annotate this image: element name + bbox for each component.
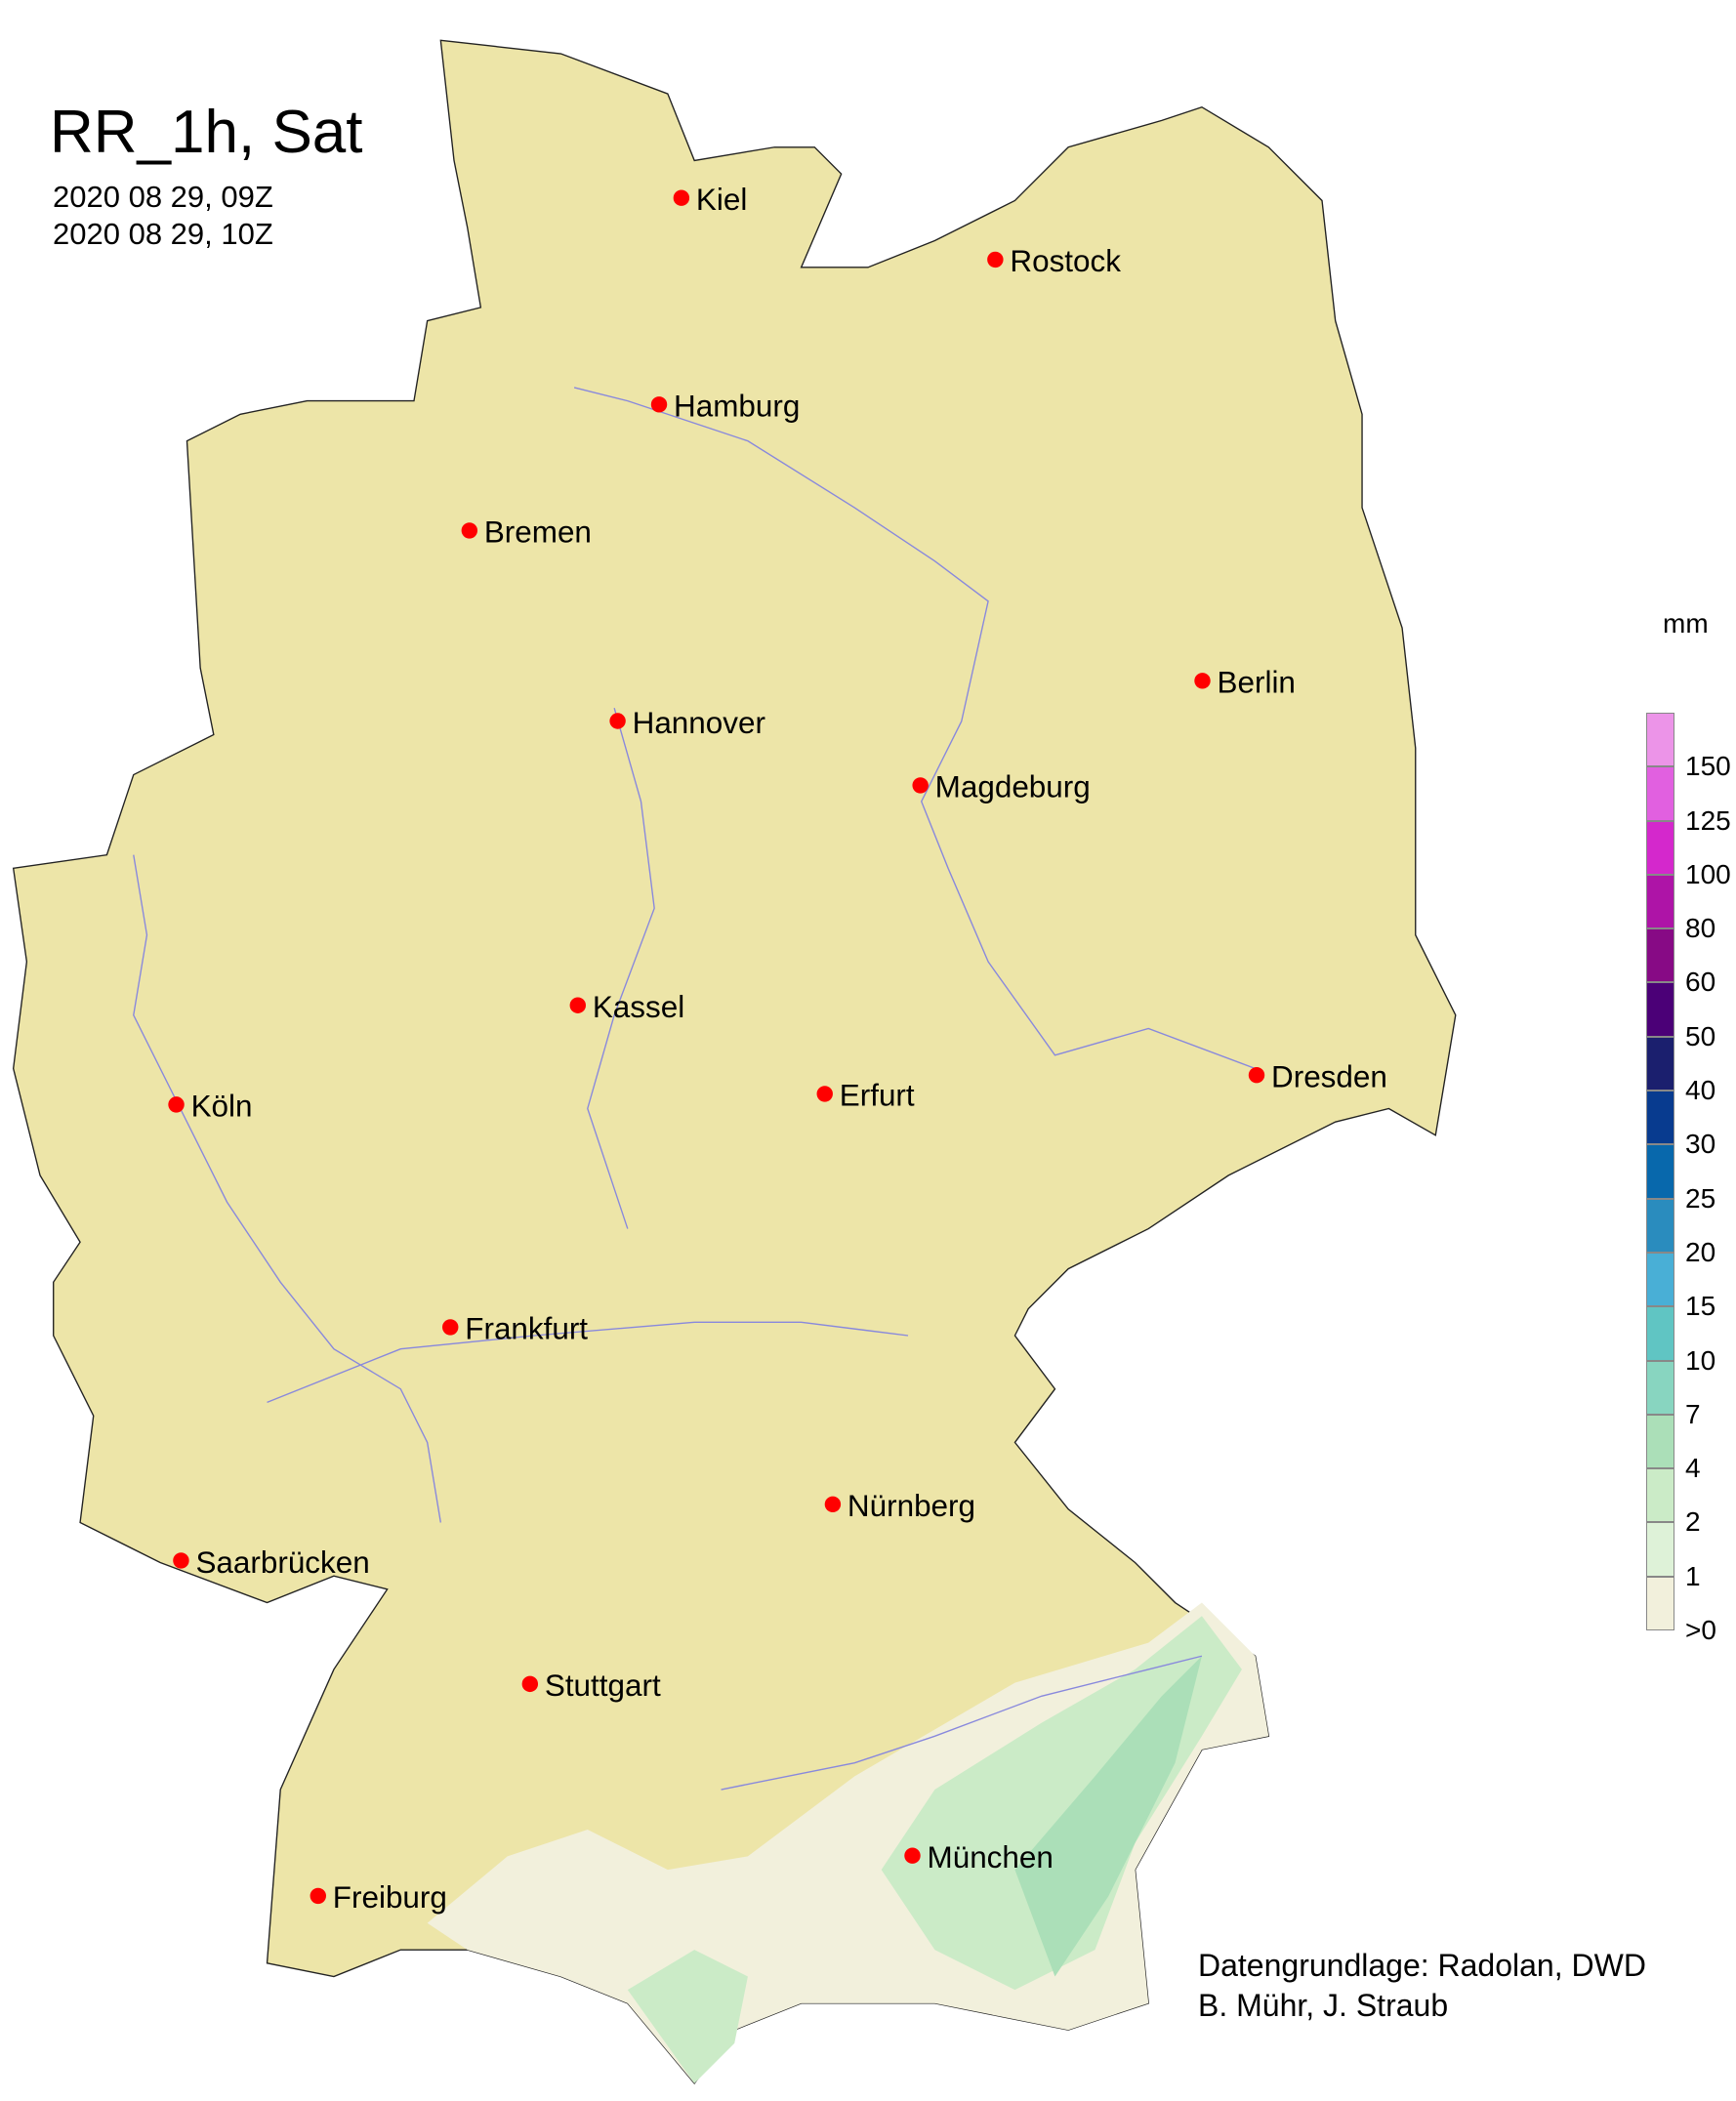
legend-swatch <box>1646 766 1674 821</box>
city-dot <box>310 1887 326 1905</box>
city-markers: Kiel Rostock Hamburg Bremen Berlin Hannover Ma… <box>168 183 1387 1915</box>
city-label: Kassel <box>593 990 684 1024</box>
legend-swatch <box>1646 928 1674 983</box>
legend-swatch <box>1646 1252 1674 1307</box>
city-dot <box>912 777 929 794</box>
city-label: Berlin <box>1218 666 1296 700</box>
legend-swatch <box>1646 982 1674 1037</box>
rivers <box>133 387 1256 1791</box>
legend-label: 100 <box>1685 858 1731 889</box>
city-dot <box>1194 673 1211 689</box>
legend-label: 20 <box>1685 1236 1716 1267</box>
legend-label: 1 <box>1685 1560 1701 1591</box>
city-dot <box>824 1496 842 1512</box>
city-dot <box>904 1847 921 1864</box>
legend-label: >0 <box>1685 1615 1716 1645</box>
city-dot <box>461 522 478 539</box>
city-dot <box>650 396 668 413</box>
city-label: Hamburg <box>674 390 800 424</box>
legend-swatch <box>1646 1576 1674 1630</box>
city-label: München <box>928 1840 1054 1874</box>
city-label: Hannover <box>633 706 765 740</box>
map-title: RR_1h, Sat <box>50 99 363 166</box>
city-label: Köln <box>191 1090 253 1124</box>
legend-unit: mm <box>1663 608 1709 639</box>
credit-source: Datengrundlage: Radolan, DWD <box>1198 1948 1646 1983</box>
legend-label: 15 <box>1685 1291 1716 1322</box>
legend-swatch <box>1646 1198 1674 1253</box>
legend-swatch <box>1646 1522 1674 1577</box>
legend-label: 125 <box>1685 804 1731 836</box>
city-dot <box>173 1552 189 1569</box>
legend-swatch <box>1646 1306 1674 1361</box>
legend-label: 60 <box>1685 967 1716 998</box>
city-dot <box>816 1086 833 1102</box>
legend-swatch <box>1646 1036 1674 1092</box>
legend-label: 2 <box>1685 1506 1701 1538</box>
legend-swatch <box>1646 1414 1674 1469</box>
legend-label: 10 <box>1685 1344 1716 1376</box>
legend-label: 50 <box>1685 1020 1716 1051</box>
legend-swatch <box>1646 1144 1674 1199</box>
city-label: Rostock <box>1010 244 1121 278</box>
legend-label: 7 <box>1685 1398 1701 1429</box>
time-start: 2020 08 29, 09Z <box>53 180 273 214</box>
legend-swatch <box>1646 1468 1674 1523</box>
city-dot <box>442 1319 459 1336</box>
city-label: Bremen <box>484 515 592 550</box>
city-label: Dresden <box>1271 1059 1387 1093</box>
city-label: Frankfurt <box>465 1312 588 1346</box>
city-dot <box>521 1675 539 1693</box>
city-dot <box>987 251 1004 268</box>
city-dot <box>673 189 690 206</box>
city-dot <box>609 713 626 729</box>
legend-swatch <box>1646 1091 1674 1145</box>
legend-swatch <box>1646 1360 1674 1415</box>
time-end: 2020 08 29, 10Z <box>53 217 273 251</box>
legend-swatch <box>1646 820 1674 875</box>
city-label: Magdeburg <box>935 770 1091 804</box>
precip-area-south-green <box>627 1950 748 2083</box>
city-label: Erfurt <box>840 1079 915 1113</box>
legend-label: 30 <box>1685 1129 1716 1160</box>
city-label: Kiel <box>696 183 747 217</box>
city-label: Freiburg <box>333 1880 447 1915</box>
city-dot <box>168 1096 185 1113</box>
city-dot <box>569 997 586 1013</box>
city-label: Stuttgart <box>545 1668 661 1703</box>
city-label: Nürnberg <box>847 1489 975 1523</box>
legend-swatch <box>1646 874 1674 929</box>
legend-label: 40 <box>1685 1075 1716 1106</box>
legend-label: 25 <box>1685 1182 1716 1214</box>
city-label: Saarbrücken <box>195 1545 369 1580</box>
legend-label: 4 <box>1685 1453 1701 1484</box>
precip-area-alps-green-2 <box>1014 1656 1202 1977</box>
legend-label: 80 <box>1685 913 1716 944</box>
city-dot <box>1248 1066 1265 1084</box>
credit-authors: B. Mühr, J. Straub <box>1198 1988 1449 2023</box>
legend-swatch <box>1646 713 1674 767</box>
legend-label: 150 <box>1685 751 1731 782</box>
